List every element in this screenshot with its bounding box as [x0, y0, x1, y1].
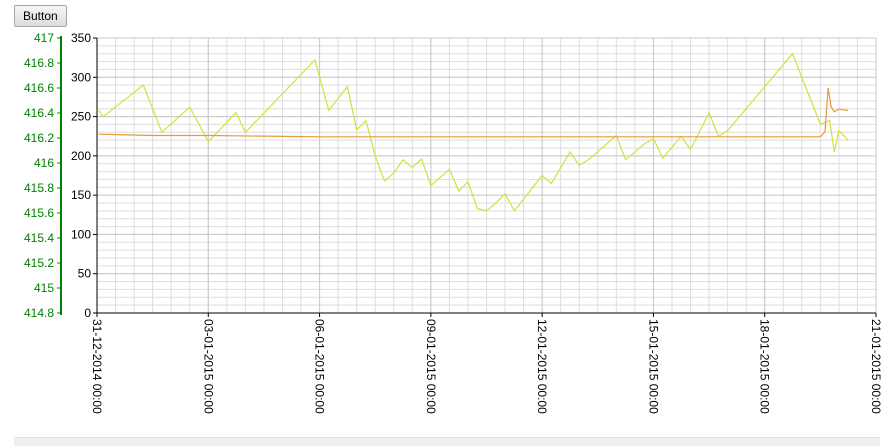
x-tick-label: 15-01-2015 00:00 — [646, 319, 660, 414]
minor-grid — [96, 37, 877, 314]
scale-tick-label: 250 — [71, 110, 91, 124]
left-tick-label: 416.8 — [24, 56, 54, 70]
axes — [60, 36, 876, 315]
x-tick-label: 31-12-2014 00:00 — [90, 319, 104, 414]
top-button[interactable]: Button — [14, 5, 67, 27]
left-tick-label: 417 — [34, 31, 54, 45]
scale-tick-label: 350 — [71, 31, 91, 45]
x-tick-label: 18-01-2015 00:00 — [758, 319, 772, 414]
series-line-1 — [98, 52, 849, 212]
x-tick-label: 21-01-2015 00:00 — [869, 319, 883, 414]
left-tick-label: 414.8 — [24, 306, 54, 320]
left-tick-label: 416 — [34, 156, 54, 170]
left-tick-label: 415.8 — [24, 181, 54, 195]
series-group — [98, 52, 849, 212]
left-axis-ticks: 417 416.8 416.6 416.4 416.2 416 415.8 415.6 415.… — [24, 31, 61, 320]
left-tick-label: 415.2 — [24, 256, 54, 270]
series-line-2 — [98, 87, 849, 138]
left-tick-label: 415.6 — [24, 206, 54, 220]
x-tick-label: 03-01-2015 00:00 — [201, 319, 215, 414]
horizontal-scrollbar[interactable] — [14, 437, 880, 446]
left-tick-label: 416.6 — [24, 81, 54, 95]
scale-tick-label: 0 — [84, 306, 91, 320]
left-tick-label: 415 — [34, 281, 54, 295]
scale-tick-label: 150 — [71, 188, 91, 202]
left-tick-label: 415.4 — [24, 231, 54, 245]
left-tick-label: 416.4 — [24, 106, 54, 120]
x-tick-label: 06-01-2015 00:00 — [313, 319, 327, 414]
x-tick-label: 09-01-2015 00:00 — [424, 319, 438, 414]
right-axis-ticks: 350 300 250 200 150 100 50 0 — [71, 31, 97, 320]
scale-tick-label: 300 — [71, 70, 91, 84]
x-axis-ticks: 31-12-2014 00:00 03-01-2015 00:00 06-01-20… — [90, 313, 883, 414]
scale-tick-label: 200 — [71, 149, 91, 163]
left-tick-label: 416.2 — [24, 131, 54, 145]
x-tick-label: 12-01-2015 00:00 — [535, 319, 549, 414]
scale-tick-label: 100 — [71, 227, 91, 241]
scale-tick-label: 50 — [78, 267, 92, 281]
